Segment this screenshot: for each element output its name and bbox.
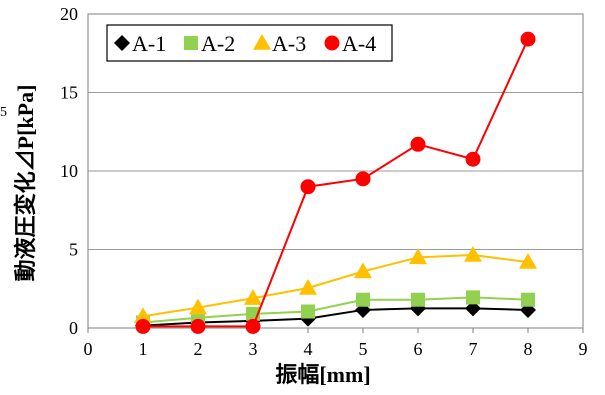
legend-label: A-1	[132, 31, 166, 56]
data-point	[521, 292, 535, 307]
y-tick-label: 5	[69, 240, 78, 260]
data-point	[301, 304, 315, 319]
legend: A-1 A-2 A-3 A-4	[106, 24, 393, 62]
x-tick-label: 4	[304, 339, 313, 359]
x-axis-title: 振幅[mm]	[275, 362, 370, 387]
series-line	[142, 307, 529, 327]
legend-label: A-4	[342, 31, 376, 56]
series-a-4	[135, 31, 536, 334]
x-tick-label: 6	[414, 339, 423, 359]
data-point	[135, 318, 151, 334]
y-tick-label: 0	[69, 318, 78, 338]
series-line	[142, 296, 529, 324]
x-tick-label: 9	[579, 339, 588, 359]
series-line	[142, 253, 529, 318]
data-point	[189, 298, 207, 315]
data-point	[464, 245, 482, 262]
data-point	[409, 248, 427, 265]
x-tick-label: 2	[194, 339, 203, 359]
data-point	[411, 292, 425, 307]
legend-label: A-3	[272, 31, 306, 56]
data-point	[244, 289, 262, 305]
x-tick-label: 0	[84, 339, 93, 359]
data-point	[466, 290, 480, 305]
data-point	[465, 151, 481, 167]
legend-marker	[324, 35, 340, 51]
x-tick-label: 3	[249, 339, 258, 359]
data-point	[245, 318, 261, 334]
plot-frame	[87, 13, 584, 329]
data-point	[354, 262, 372, 279]
legend-marker	[114, 35, 130, 51]
stray-label: 5	[0, 105, 7, 120]
data-point	[410, 136, 426, 152]
data-point	[519, 253, 537, 269]
legend-marker	[184, 36, 198, 50]
y-tick-label: 15	[60, 83, 78, 103]
data-point	[355, 171, 371, 187]
y-tick-label: 20	[60, 4, 78, 24]
x-tick-label: 5	[359, 339, 368, 359]
legend-box	[106, 24, 393, 62]
data-point	[190, 318, 206, 334]
data-point	[134, 307, 152, 323]
x-tick-label: 1	[139, 339, 148, 359]
y-tick-label: 10	[60, 161, 78, 181]
legend-marker	[253, 34, 271, 50]
data-point	[356, 292, 370, 307]
data-point	[300, 179, 316, 195]
x-tick-label: 7	[469, 339, 478, 359]
data-point	[299, 278, 317, 295]
legend-label: A-2	[201, 31, 235, 56]
series-a-3	[134, 245, 537, 323]
data-point	[520, 31, 536, 47]
x-tick-label: 8	[524, 339, 533, 359]
y-axis-title: 動液圧変化⊿P[kPa]	[13, 85, 38, 282]
series-line	[143, 38, 529, 328]
